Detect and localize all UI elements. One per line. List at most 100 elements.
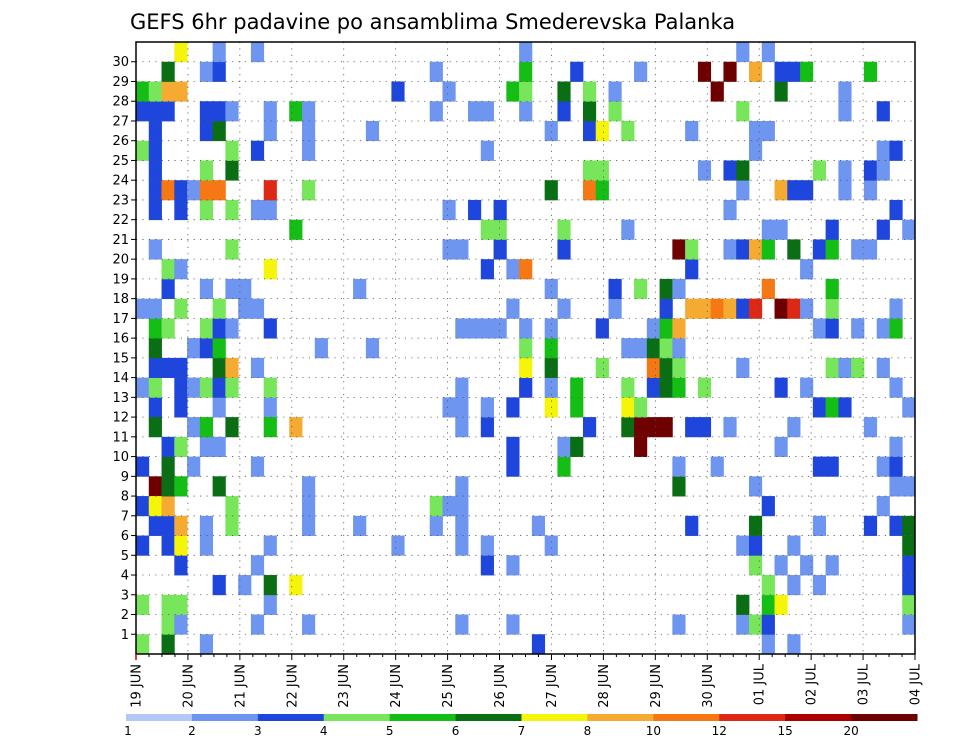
heatmap-cell-366	[838, 180, 852, 201]
heatmap-cell-90	[212, 298, 226, 319]
heatmap-cell-115	[250, 357, 265, 379]
y-tick-label: 22	[112, 213, 129, 228]
heatmap-cell-250	[634, 397, 648, 418]
heatmap-cell-369	[838, 81, 852, 102]
heatmap-cell-171	[468, 318, 482, 339]
heatmap-cell-17	[148, 101, 162, 122]
heatmap-cell-33	[161, 476, 175, 497]
legend-swatch-10	[719, 714, 786, 721]
heatmap-cell-374	[863, 417, 878, 438]
heatmap-cell-377	[863, 160, 878, 181]
x-tick-label: 02 JUL	[805, 663, 820, 705]
heatmap-cell-230	[582, 120, 597, 142]
heatmap-cell-373	[863, 515, 878, 536]
heatmap-cell-85	[212, 397, 226, 418]
heatmap-cell-103	[225, 140, 239, 161]
heatmap-cell-122	[263, 397, 277, 418]
heatmap-cell-155	[442, 397, 456, 418]
heatmap-cell-379	[876, 496, 890, 517]
heatmap-cell-18	[148, 81, 162, 102]
heatmap-cell-180	[480, 219, 494, 240]
heatmap-cell-55	[174, 180, 188, 201]
heatmap-cell-330	[774, 219, 788, 240]
legend-swatch-6	[455, 714, 522, 721]
heatmap-cell-294	[723, 61, 737, 82]
heatmap-cell-108	[225, 239, 239, 260]
heatmap-cell-24	[148, 298, 162, 319]
heatmap-cell-134	[289, 219, 303, 240]
heatmap-cell-106	[225, 496, 239, 517]
heatmap-cell-303	[736, 101, 750, 122]
heatmap-cell-293	[723, 160, 737, 181]
heatmap-cell-236	[595, 160, 609, 181]
heatmap-cell-351	[812, 397, 827, 418]
heatmap-cell-245	[621, 338, 635, 359]
heatmap-cell-337	[787, 298, 801, 319]
heatmap-cell-105	[225, 515, 239, 536]
heatmap-cell-403	[902, 397, 916, 418]
heatmap-cell-165	[455, 377, 469, 398]
heatmap-cell-138	[302, 496, 316, 517]
x-tick-label: 27 JUN	[545, 664, 560, 708]
heatmap-cell-136	[302, 614, 316, 635]
heatmap-cell-210	[544, 357, 558, 379]
y-tick-label: 13	[112, 391, 129, 406]
heatmap-cell-45	[161, 535, 175, 556]
heatmap-cell-47	[174, 594, 188, 615]
heatmap-cell-206	[531, 515, 546, 536]
heatmap-cell-128	[263, 377, 277, 398]
heatmap-cell-324	[761, 42, 775, 63]
heatmap-cell-223	[570, 436, 584, 457]
heatmap-cell-148	[365, 120, 380, 142]
heatmap-cell-82	[199, 61, 214, 82]
heatmap-cell-137	[302, 515, 316, 536]
heatmap-cell-61	[174, 397, 188, 418]
heatmap-cell-28	[161, 634, 175, 655]
heatmap-cell-315	[761, 634, 775, 655]
heatmap-cell-246	[621, 219, 635, 240]
heatmap-cell-194	[506, 81, 520, 102]
heatmap-cell-178	[480, 318, 494, 339]
heatmap-cell-267	[672, 456, 686, 477]
heatmap-cell-162	[455, 515, 469, 536]
y-tick-label: 14	[112, 371, 129, 386]
x-axis-ticks: 19 JUN 20 JUN 21 JUN 22 JUN 23 JUN 24 JUN 25 J…	[130, 654, 924, 708]
y-tick-label: 6	[121, 529, 129, 544]
heatmap-cell-240	[608, 101, 622, 122]
heatmap-cell-308	[748, 515, 763, 536]
heatmap-cell-109	[238, 575, 252, 596]
heatmap-cell-222	[557, 81, 571, 102]
heatmap-cell-217	[557, 436, 571, 457]
heatmap-cell-14	[148, 160, 162, 181]
heatmap-cell-21	[148, 496, 162, 517]
heatmap-cell-311	[748, 239, 763, 260]
heatmap-cell-309	[748, 476, 763, 497]
heatmap-cell-228	[582, 180, 597, 201]
y-tick-label: 9	[121, 470, 129, 485]
legend-label: 12	[712, 724, 727, 738]
heatmap-cell-347	[800, 61, 814, 82]
heatmap-cell-157	[442, 496, 456, 517]
heatmap-cell-183	[493, 239, 507, 260]
y-tick-label: 29	[112, 75, 129, 90]
heatmap-cell-383	[876, 219, 890, 240]
heatmap-cell-215	[544, 120, 558, 142]
heatmap-cell-196	[519, 377, 533, 398]
heatmap-cell-182	[480, 101, 494, 122]
x-tick-label: 04 JUL	[909, 663, 924, 705]
heatmap-cell-151	[429, 515, 443, 536]
heatmap-cell-129	[263, 259, 277, 280]
y-tick-label: 30	[112, 55, 129, 70]
heatmap-cell-207	[544, 535, 558, 556]
x-tick-label: 19 JUN	[130, 664, 145, 708]
heatmap-cell-170	[455, 417, 469, 438]
heatmap-cell-269	[672, 377, 686, 398]
heatmap-cell-100	[225, 278, 239, 300]
y-tick-label: 26	[112, 134, 129, 149]
heatmap-cell-49	[174, 535, 188, 556]
heatmap-cell-114	[250, 456, 265, 477]
heatmap-cell-211	[544, 338, 558, 359]
heatmap-cell-338	[787, 239, 801, 260]
heatmap-cell-78	[199, 180, 214, 201]
heatmap-cell-35	[161, 357, 175, 379]
